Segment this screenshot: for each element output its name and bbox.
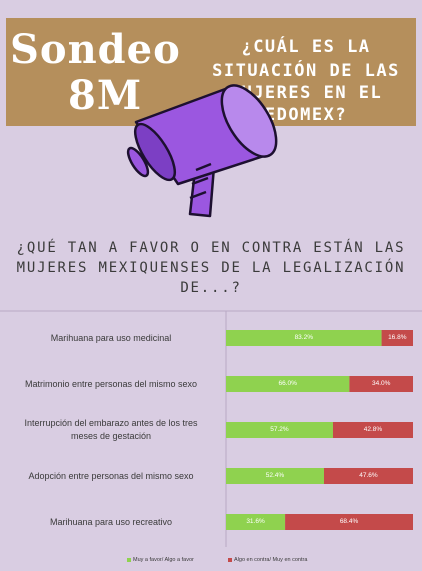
bar-value-contra: 47.6% xyxy=(359,472,378,479)
bar-value-contra: 34.0% xyxy=(371,380,391,387)
bar-value-favor: 57.2% xyxy=(270,426,289,433)
legend-item-contra: Algo en contra/ Muy en contra xyxy=(228,557,307,563)
bar-favor xyxy=(226,514,286,530)
chart-title-line: ¿QUÉ TAN A FAVOR O EN CONTRA ESTÁN LAS xyxy=(16,240,406,256)
bar-value-contra: 42.8% xyxy=(363,426,383,433)
header-question-line: ¿CUÁL ES LA xyxy=(241,37,371,57)
category-label-line: Adopción entre personas del mismo sexo xyxy=(28,470,194,481)
bar-favor xyxy=(226,422,333,438)
category-label-line: Marihuana para uso medicinal xyxy=(50,332,172,343)
legend-item-favor: Muy a favor/ Algo a favor xyxy=(127,557,194,563)
bar-contra xyxy=(285,514,413,530)
bar-value-favor: 66.0% xyxy=(278,380,297,387)
bar-favor xyxy=(226,330,382,346)
brand-title-line1: Sondeo xyxy=(10,26,181,73)
category-label-line: Marihuana para uso recreativo xyxy=(49,516,173,527)
category-label-line: Matrimonio entre personas del mismo sexo xyxy=(24,378,198,389)
bar-favor xyxy=(226,376,350,392)
bar-favor xyxy=(226,468,324,484)
bar-contra xyxy=(332,422,413,438)
header-question-line: EDOMEX? xyxy=(264,105,348,125)
legend-swatch-favor xyxy=(127,557,131,562)
bar-contra xyxy=(349,376,413,392)
category-label: Adopción entre personas del mismo sexo xyxy=(0,470,222,483)
header-question-line: SITUACIÓN DE LAS xyxy=(212,61,400,81)
category-label: Marihuana para uso recreativo xyxy=(0,516,222,529)
bar-value-favor: 83.2% xyxy=(294,334,313,341)
bar-value-favor: 31.6% xyxy=(246,518,265,525)
legend-swatch-contra xyxy=(228,557,232,562)
category-label: Interrupción del embarazo antes de los t… xyxy=(0,417,222,443)
header-question-line: MUJERES EN EL xyxy=(229,83,383,103)
legend-label-favor: Muy a favor/ Algo a favor xyxy=(133,557,194,563)
legend-label-contra: Algo en contra/ Muy en contra xyxy=(234,557,308,563)
bar-contra xyxy=(323,468,413,484)
category-label-line: Interrupción del embarazo antes de los t… xyxy=(24,418,198,428)
category-label: Marihuana para uso medicinal xyxy=(0,332,222,345)
brand-title-line2: 8M xyxy=(68,72,143,119)
category-label-line: meses de gestación xyxy=(70,431,152,441)
bar-value-contra: 16.8% xyxy=(388,334,407,341)
chart-title-line: MUJERES MEXIQUENSES DE LA LEGALIZACIÓN xyxy=(16,260,406,276)
chart-title-line: DE...? xyxy=(180,280,242,296)
category-label: Matrimonio entre personas del mismo sexo xyxy=(0,378,222,391)
bar-value-contra: 68.4% xyxy=(339,518,359,525)
megaphone-icon xyxy=(126,84,278,218)
bar-contra xyxy=(381,330,413,346)
bar-value-favor: 52.4% xyxy=(265,472,285,479)
